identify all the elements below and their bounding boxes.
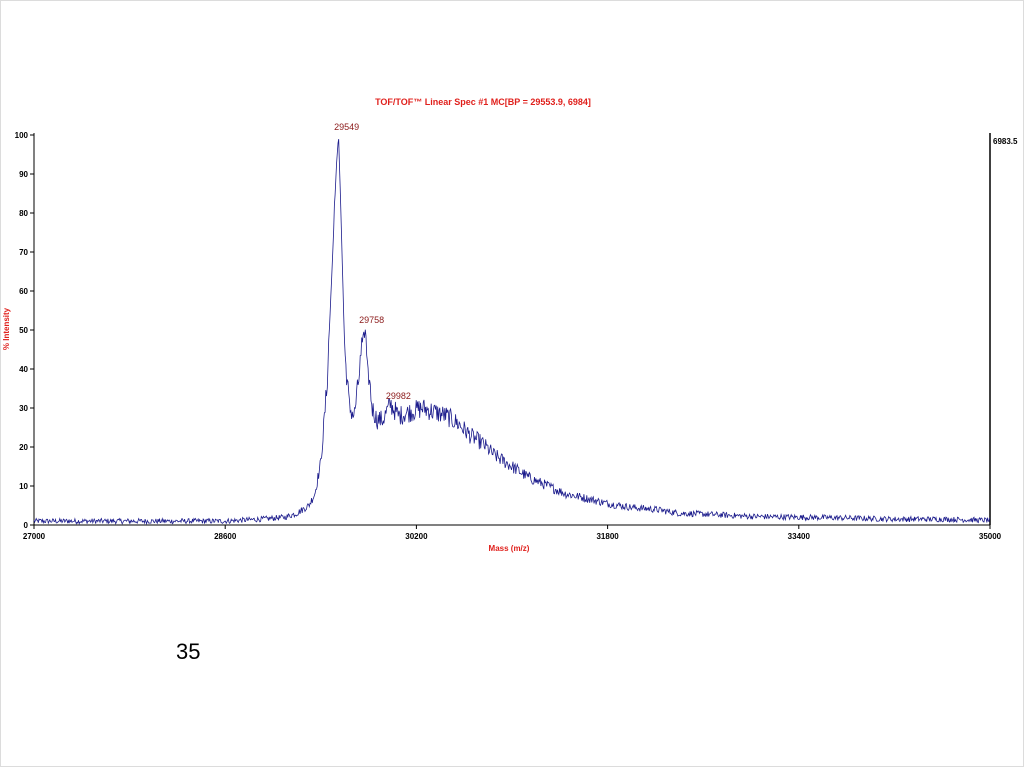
x-axis-ticks: 27000 28600 30200 31800 33400 35000 [23,525,1002,541]
y-axis-ticks: 0 10 20 30 40 50 60 70 80 90 100 [15,131,34,530]
peak-label: 29549 [334,122,359,132]
y-tick-label: 50 [19,326,28,335]
x-axis-title: Mass (m/z) [489,544,530,553]
x-tick-label: 27000 [23,532,46,541]
y-tick-label: 100 [15,131,29,140]
mass-spectrum-chart: TOF/TOF™ Linear Spec #1 MC[BP = 29553.9,… [2,97,1018,553]
slide-number: 35 [176,639,201,664]
x-tick-label: 30200 [405,532,428,541]
spectrum-trace [33,139,991,526]
y-tick-label: 90 [19,170,28,179]
peak-label: 29982 [386,391,411,401]
peak-label: 29758 [359,315,384,325]
y-tick-label: 60 [19,287,28,296]
y-tick-label: 10 [19,482,28,491]
y-tick-label: 30 [19,404,28,413]
y-axis-title: % Intensity [2,307,11,350]
right-axis-max-label: 6983.5 [993,137,1018,146]
y-tick-label: 40 [19,365,28,374]
y-tick-label: 0 [24,521,29,530]
y-tick-label: 80 [19,209,28,218]
peak-labels: 29549 29758 29982 [334,122,411,401]
x-tick-label: 35000 [979,532,1002,541]
chart-title: TOF/TOF™ Linear Spec #1 MC[BP = 29553.9,… [375,97,591,107]
y-tick-label: 20 [19,443,28,452]
plot-frame [33,133,991,526]
x-tick-label: 28600 [214,532,237,541]
x-tick-label: 31800 [596,532,619,541]
x-tick-label: 33400 [788,532,811,541]
y-tick-label: 70 [19,248,28,257]
